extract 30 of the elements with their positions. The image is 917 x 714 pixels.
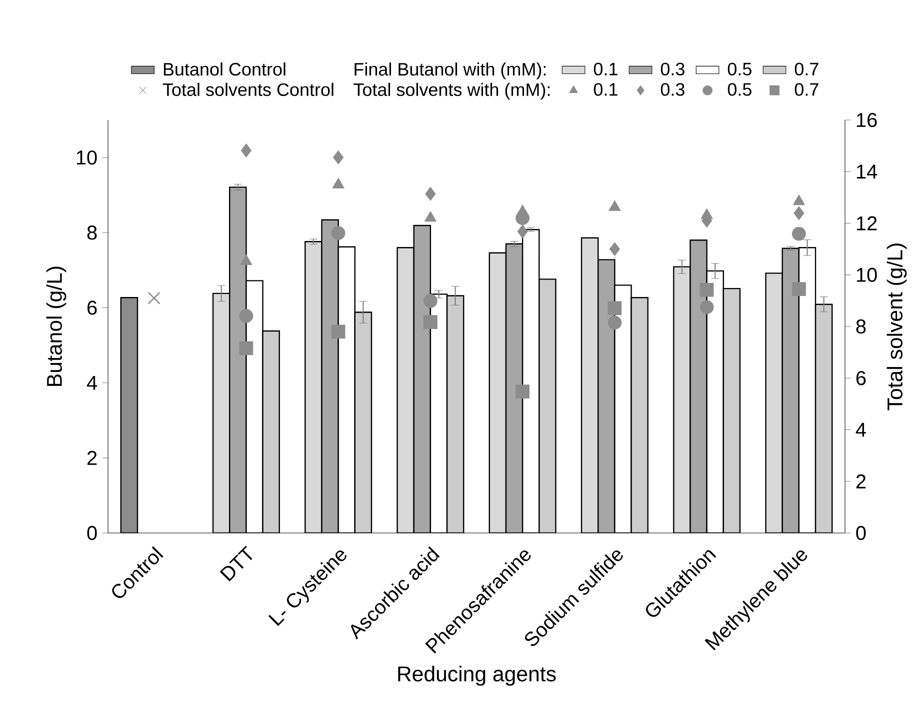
legend-label: 0.7 <box>794 83 818 96</box>
legend-label: 0.1 <box>594 62 618 76</box>
y-tick-label: 8 <box>87 226 97 240</box>
legend-label: 0.5 <box>728 62 752 76</box>
legend-label: 0.3 <box>660 83 684 96</box>
y-tick-label: 2 <box>87 450 97 465</box>
legend-label: 0.3 <box>660 62 684 76</box>
y-tick-label: 6 <box>88 300 97 315</box>
y2-tick-label: 16 <box>856 112 877 128</box>
y2-tick-label: 12 <box>856 216 877 230</box>
y2-tick-label: 6 <box>856 371 866 386</box>
y2-tick-label: 2 <box>856 474 866 488</box>
y2-tick-label: 14 <box>856 164 878 178</box>
y-tick-label: 10 <box>76 150 97 165</box>
x-axis-title: Reducing agents <box>398 666 556 686</box>
y-tick-label: 0 <box>87 526 97 540</box>
y2-tick-label: 10 <box>856 268 877 282</box>
legend-label: 0.5 <box>728 83 752 96</box>
legend-label: Total solvents Control <box>162 82 334 96</box>
y2-tick-label: 4 <box>856 422 866 437</box>
y2-tick-label: 0 <box>856 526 866 540</box>
text: Total solvents with (mM): <box>354 82 550 100</box>
y-tick-label: 4 <box>86 376 98 390</box>
y-axis-title: Butanol (g/L) <box>46 266 66 386</box>
legend-label: 0.7 <box>794 62 818 76</box>
y2-tick-label: 8 <box>856 319 866 334</box>
legend-label: 0.1 <box>594 83 618 96</box>
text: Final Butanol with (mM): <box>354 62 546 80</box>
y2-axis-title: Total solvent (g/L) <box>886 244 907 410</box>
legend-label: Butanol Control <box>164 62 286 76</box>
